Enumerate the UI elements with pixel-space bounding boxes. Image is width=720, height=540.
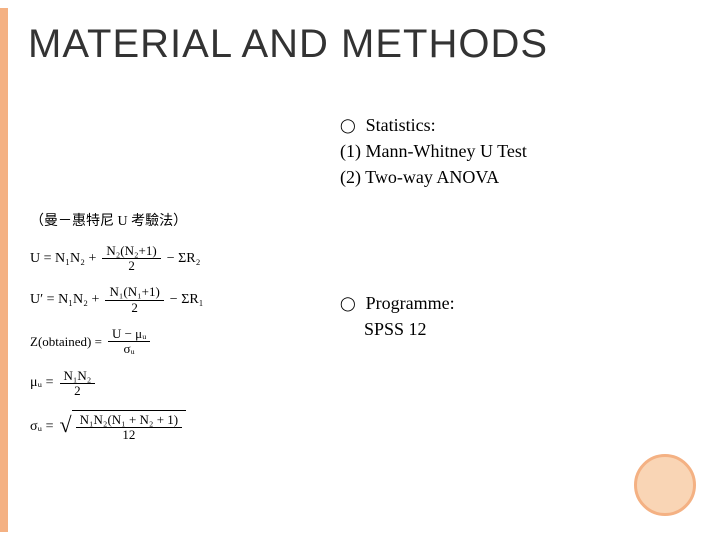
- formula-sigma-num: N₁N₂(N₁ + N₂ + 1): [76, 413, 183, 428]
- formula-mu-label: μᵤ =: [30, 371, 54, 395]
- formula-title: （曼－惠特尼 U 考驗法）: [30, 210, 310, 234]
- formula-u-tail: − ΣR₂: [167, 247, 201, 271]
- formula-z-label: Z(obtained) =: [30, 331, 102, 353]
- page-title: MATERIAL AND METHODS: [28, 22, 548, 67]
- formula-uprime-label: U′ = N₁N₂ +: [30, 288, 99, 312]
- formula-u-num: N₂(N₂+1): [102, 244, 160, 259]
- formula-mu-den: 2: [60, 384, 96, 398]
- formula-sigma-den: 12: [76, 428, 183, 442]
- formula-mu-num: N₁N₂: [60, 369, 96, 384]
- formula-u: U = N₁N₂ + N₂(N₂+1) 2 − ΣR₂: [30, 244, 310, 274]
- statistics-block: ◯ Statistics: (1) Mann-Whitney U Test (2…: [340, 112, 690, 190]
- formula-z-den: σᵤ: [108, 342, 150, 356]
- statistics-header: Statistics:: [366, 112, 436, 138]
- programme-item-1: SPSS 12: [364, 316, 690, 342]
- formula-u-prime: U′ = N₁N₂ + N₁(N₁+1) 2 − ΣR₁: [30, 285, 310, 315]
- formula-sigma-label: σᵤ =: [30, 415, 54, 439]
- formula-u-label: U = N₁N₂ +: [30, 247, 96, 271]
- bullet-icon: ◯: [340, 117, 356, 137]
- programme-block: ◯ Programme: SPSS 12: [340, 290, 690, 342]
- formula-block: （曼－惠特尼 U 考驗法） U = N₁N₂ + N₂(N₂+1) 2 − ΣR…: [30, 210, 310, 455]
- formula-z-num: U − μᵤ: [108, 327, 150, 342]
- statistics-item-1: (1) Mann-Whitney U Test: [340, 138, 690, 164]
- sqrt-icon: √ N₁N₂(N₁ + N₂ + 1) 12: [60, 410, 187, 443]
- formula-z: Z(obtained) = U − μᵤ σᵤ: [30, 327, 310, 357]
- accent-circle-icon: [634, 454, 696, 516]
- programme-header: Programme:: [366, 290, 455, 316]
- formula-u-den: 2: [102, 259, 160, 273]
- bullet-icon: ◯: [340, 295, 356, 315]
- formula-uprime-num: N₁(N₁+1): [105, 285, 163, 300]
- statistics-item-2: (2) Two-way ANOVA: [340, 164, 690, 190]
- formula-sigma: σᵤ = √ N₁N₂(N₁ + N₂ + 1) 12: [30, 410, 310, 443]
- left-accent-bar: [0, 8, 8, 532]
- formula-uprime-den: 2: [105, 301, 163, 315]
- formula-mu: μᵤ = N₁N₂ 2: [30, 369, 310, 399]
- formula-uprime-tail: − ΣR₁: [170, 288, 204, 312]
